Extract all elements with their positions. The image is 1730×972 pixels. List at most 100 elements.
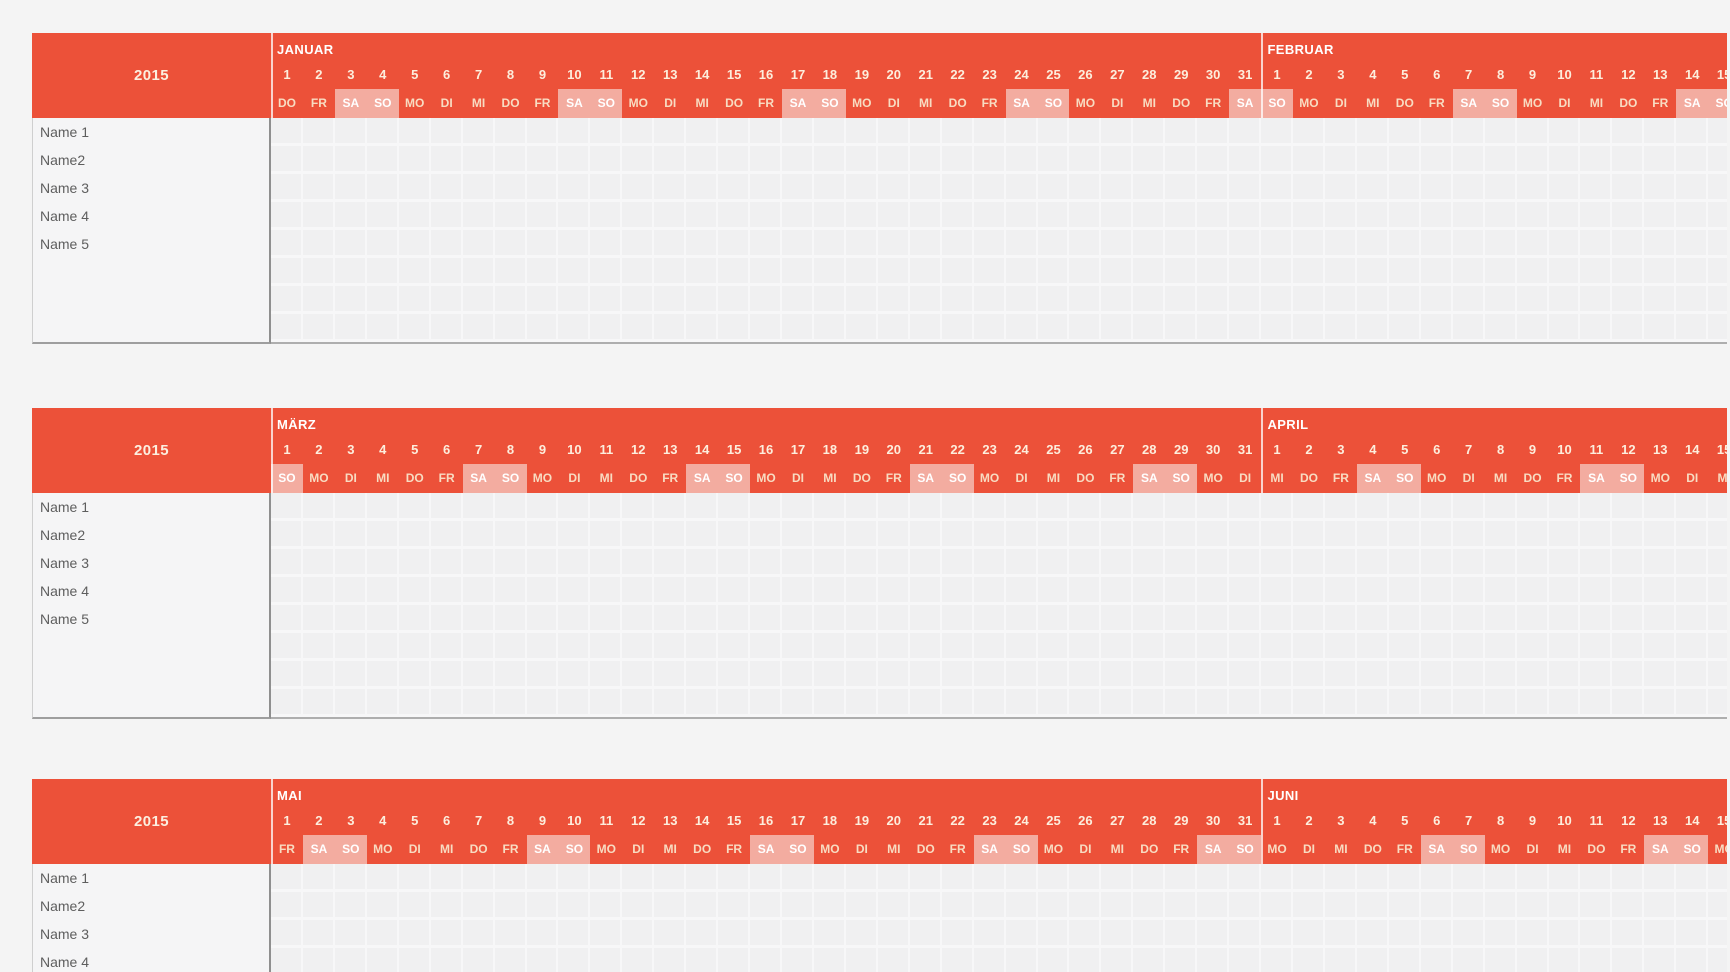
day-cell[interactable] [558, 920, 591, 945]
day-cell[interactable] [1644, 549, 1677, 574]
day-cell[interactable] [1133, 146, 1166, 171]
day-cell[interactable] [463, 892, 495, 917]
day-cell[interactable] [431, 864, 463, 889]
day-cell[interactable] [1612, 689, 1645, 714]
employee-name-cell[interactable]: Name 1 [40, 870, 90, 886]
day-cell[interactable] [942, 549, 974, 574]
day-cell[interactable] [1325, 493, 1357, 518]
day-cell[interactable] [1038, 258, 1070, 283]
day-cell[interactable] [1676, 493, 1709, 518]
day-cell[interactable] [1421, 892, 1453, 917]
day-cell[interactable] [1453, 286, 1485, 311]
day-cell[interactable] [590, 258, 623, 283]
day-cell[interactable] [399, 286, 431, 311]
day-cell[interactable] [590, 493, 623, 518]
day-cell[interactable] [1006, 521, 1038, 546]
day-cell[interactable] [495, 577, 527, 602]
day-cell[interactable] [878, 314, 910, 339]
day-cell[interactable] [1229, 202, 1262, 227]
day-cell[interactable] [654, 577, 687, 602]
day-cell[interactable] [495, 146, 527, 171]
day-cell[interactable] [910, 549, 942, 574]
day-cell[interactable] [910, 118, 942, 143]
day-cell[interactable] [335, 314, 367, 339]
day-cell[interactable] [1261, 314, 1293, 339]
day-cell[interactable] [1133, 661, 1166, 686]
day-cell[interactable] [527, 146, 559, 171]
day-cell[interactable] [1421, 118, 1453, 143]
day-cell[interactable] [942, 493, 974, 518]
day-cell[interactable] [1325, 230, 1357, 255]
day-cell[interactable] [782, 493, 814, 518]
day-cell[interactable] [367, 174, 399, 199]
day-cell[interactable] [750, 314, 782, 339]
day-cell[interactable] [590, 661, 623, 686]
day-cell[interactable] [271, 202, 303, 227]
day-cell[interactable] [1708, 202, 1727, 227]
day-cell[interactable] [1357, 892, 1389, 917]
day-cell[interactable] [1293, 948, 1325, 972]
day-cell[interactable] [1261, 892, 1293, 917]
day-cell[interactable] [1453, 661, 1485, 686]
day-cell[interactable] [814, 521, 846, 546]
day-cell[interactable] [1261, 549, 1293, 574]
day-cell[interactable] [335, 689, 367, 714]
day-cell[interactable] [1197, 521, 1230, 546]
day-cell[interactable] [718, 549, 751, 574]
day-cell[interactable] [1229, 689, 1262, 714]
day-cell[interactable] [846, 118, 878, 143]
day-cell[interactable] [1580, 118, 1613, 143]
day-cell[interactable] [718, 661, 751, 686]
day-cell[interactable] [527, 549, 559, 574]
day-cell[interactable] [1453, 314, 1485, 339]
day-cell[interactable] [654, 920, 687, 945]
day-cell[interactable] [1644, 892, 1677, 917]
day-cell[interactable] [1101, 230, 1134, 255]
day-cell[interactable] [974, 314, 1006, 339]
day-cell[interactable] [1708, 146, 1727, 171]
day-cell[interactable] [1549, 920, 1581, 945]
day-cell[interactable] [527, 174, 559, 199]
day-cell[interactable] [367, 689, 399, 714]
day-cell[interactable] [1006, 493, 1038, 518]
day-cell[interactable] [718, 258, 751, 283]
day-cell[interactable] [1389, 892, 1421, 917]
day-cell[interactable] [1357, 314, 1389, 339]
day-cell[interactable] [910, 577, 942, 602]
day-cell[interactable] [1133, 314, 1166, 339]
day-cell[interactable] [910, 174, 942, 199]
day-cell[interactable] [1549, 549, 1581, 574]
day-cell[interactable] [1453, 892, 1485, 917]
day-cell[interactable] [974, 633, 1006, 658]
day-cell[interactable] [846, 920, 878, 945]
day-cell[interactable] [1229, 892, 1262, 917]
day-cell[interactable] [399, 864, 431, 889]
day-cell[interactable] [1612, 314, 1645, 339]
day-cell[interactable] [367, 258, 399, 283]
day-cell[interactable] [271, 118, 303, 143]
day-cell[interactable] [1038, 174, 1070, 199]
day-cell[interactable] [1580, 174, 1613, 199]
day-cell[interactable] [1229, 314, 1262, 339]
day-cell[interactable] [1421, 521, 1453, 546]
day-cell[interactable] [1165, 577, 1198, 602]
day-cell[interactable] [590, 230, 623, 255]
day-cell[interactable] [399, 948, 431, 972]
day-cell[interactable] [1485, 633, 1517, 658]
day-cell[interactable] [782, 230, 814, 255]
day-cell[interactable] [846, 146, 878, 171]
day-cell[interactable] [1165, 202, 1198, 227]
day-cell[interactable] [718, 230, 751, 255]
day-cell[interactable] [1612, 146, 1645, 171]
day-cell[interactable] [910, 202, 942, 227]
day-cell[interactable] [1006, 314, 1038, 339]
day-cell[interactable] [558, 605, 591, 630]
day-cell[interactable] [942, 633, 974, 658]
day-cell[interactable] [527, 521, 559, 546]
day-cell[interactable] [1069, 605, 1102, 630]
day-cell[interactable] [878, 493, 910, 518]
day-cell[interactable] [686, 314, 719, 339]
day-cell[interactable] [1006, 146, 1038, 171]
day-cell[interactable] [495, 174, 527, 199]
day-cell[interactable] [1389, 258, 1421, 283]
